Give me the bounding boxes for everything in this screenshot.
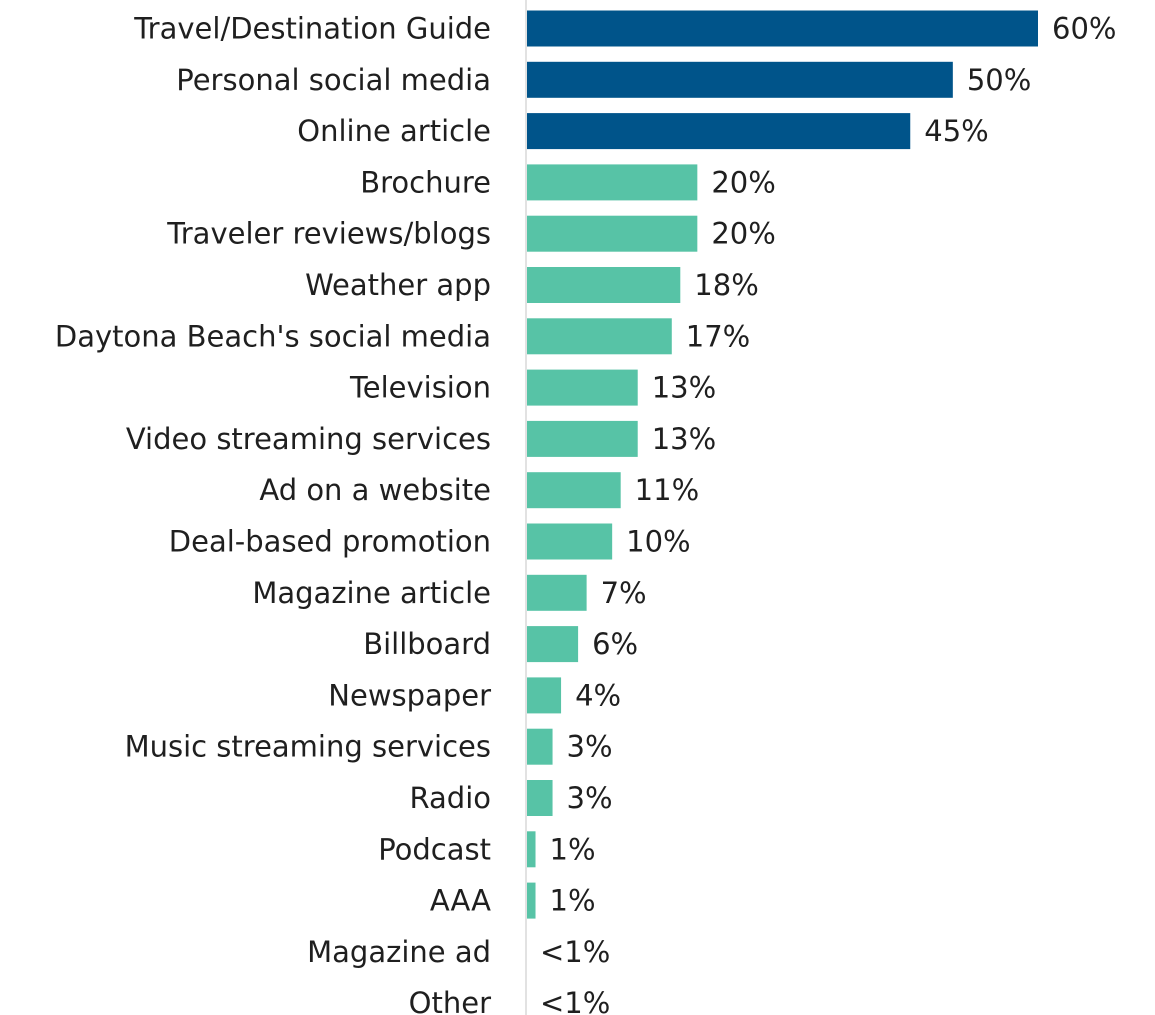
- bar: [527, 420, 638, 457]
- value-label: 20%: [711, 165, 775, 199]
- bar: [527, 626, 579, 663]
- value-label: 18%: [694, 268, 758, 302]
- bars-group: [527, 10, 1038, 919]
- category-label: Television: [349, 371, 491, 405]
- value-label: 13%: [652, 371, 716, 405]
- category-label: Online article: [297, 114, 491, 148]
- category-label: Daytona Beach's social media: [55, 319, 491, 353]
- category-label: Personal social media: [176, 63, 491, 97]
- value-label: 45%: [924, 114, 988, 148]
- bar: [527, 472, 621, 509]
- value-label: 10%: [626, 525, 690, 559]
- value-label: 13%: [652, 422, 716, 456]
- bar: [527, 523, 613, 560]
- bar: [527, 574, 587, 611]
- bar: [527, 215, 698, 252]
- category-label: Newspaper: [328, 678, 491, 712]
- bar: [527, 780, 553, 816]
- bar: [527, 728, 553, 765]
- value-label: 7%: [601, 576, 647, 610]
- bar: [527, 831, 536, 868]
- value-label: 60%: [1052, 12, 1116, 46]
- category-label: Brochure: [360, 165, 491, 199]
- category-label: Ad on a website: [259, 473, 491, 507]
- category-label: Weather app: [305, 268, 491, 302]
- category-label: Travel/Destination Guide: [133, 12, 491, 46]
- value-label: 3%: [567, 730, 613, 764]
- category-label: Music streaming services: [125, 730, 491, 764]
- category-label: Magazine ad: [307, 935, 491, 969]
- category-label: Radio: [410, 781, 492, 815]
- bar: [527, 267, 681, 303]
- value-label: <1%: [540, 986, 610, 1015]
- value-label: 6%: [592, 627, 638, 661]
- value-label: 1%: [550, 884, 596, 918]
- category-label: Magazine article: [252, 576, 491, 610]
- category-label: Billboard: [363, 627, 491, 661]
- value-label: 17%: [686, 319, 750, 353]
- value-label: 20%: [711, 217, 775, 251]
- value-label: 3%: [567, 781, 613, 815]
- bar: [527, 113, 911, 150]
- category-label: Traveler reviews/blogs: [166, 217, 491, 251]
- category-label: Podcast: [378, 832, 491, 866]
- value-label: <1%: [540, 935, 610, 969]
- bar: [527, 882, 536, 919]
- category-label: Other: [409, 986, 491, 1015]
- bar: [527, 164, 698, 201]
- bar: [527, 677, 562, 714]
- value-labels-group: 60% 50% 45% 20% 20% 18% 17% 13% 13% 11% 10% 7% 6% 4% 3…: [540, 12, 1116, 1015]
- value-label: 4%: [575, 678, 621, 712]
- value-label: 50%: [967, 63, 1031, 97]
- bar: [527, 61, 953, 98]
- bar: [527, 369, 638, 406]
- bar: [527, 318, 672, 355]
- value-label: 1%: [550, 832, 596, 866]
- category-labels-group: Travel/Destination Guide Personal social …: [55, 12, 491, 1015]
- category-label: AAA: [430, 884, 491, 918]
- value-label: 11%: [635, 473, 699, 507]
- category-label: Deal-based promotion: [169, 525, 491, 559]
- category-label: Video streaming services: [126, 422, 491, 456]
- bar: [527, 10, 1038, 47]
